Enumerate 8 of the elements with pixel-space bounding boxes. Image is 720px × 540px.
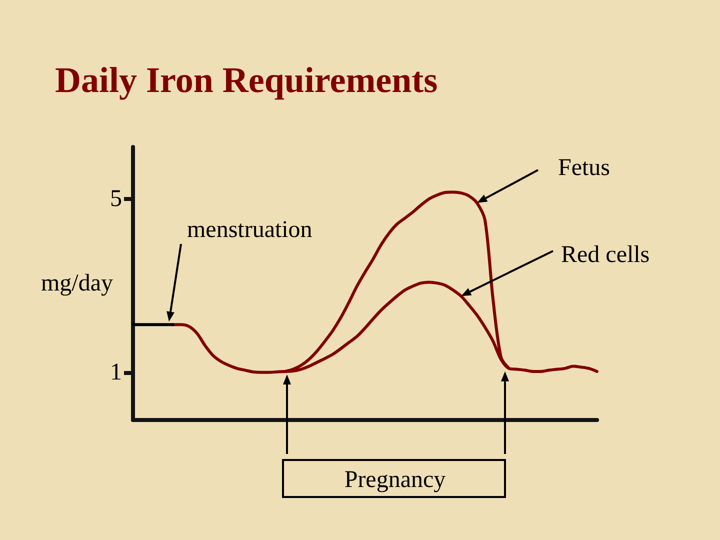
chart-title: Daily Iron Requirements [55,60,438,100]
y-tick-label: 5 [110,186,122,212]
text: Pregnancy [344,467,446,493]
text: Fetus [558,155,610,181]
text: Red cells [561,242,650,268]
y-tick-label: 1 [110,359,122,386]
annotation: menstruation [187,217,312,243]
y-axis-title: mg/day [41,270,113,296]
